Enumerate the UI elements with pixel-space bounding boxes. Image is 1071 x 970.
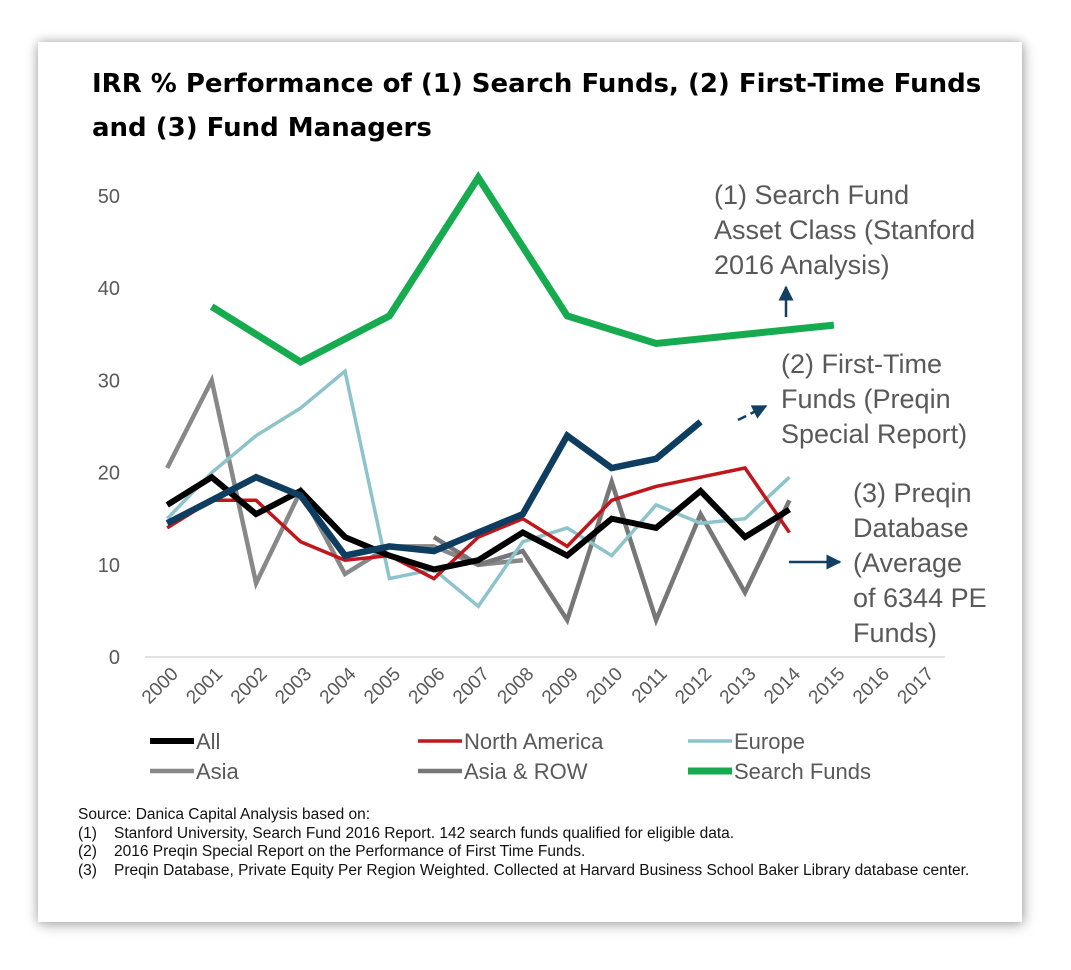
source-note-3: (3) Preqin Database, Private Equity Per …: [78, 862, 1008, 881]
x-tick-label: 2011: [628, 664, 672, 708]
annotation-preqin-line: (3) Preqin: [853, 478, 972, 508]
legend-label-all: All: [196, 729, 220, 754]
series-line-first-time-funds: [165, 419, 703, 560]
x-tick-label: 2000: [138, 664, 183, 709]
annotation-arrow-firsttime: [737, 404, 768, 422]
chart-title: IRR % Performance of (1) Search Funds, (…: [92, 62, 992, 150]
x-tick-label: 2010: [582, 664, 627, 709]
annotation-firsttime-line: Special Report): [781, 419, 967, 449]
y-tick-label: 20: [98, 463, 120, 485]
legend-label-asia: Asia: [196, 759, 240, 784]
annotation-preqin-line: of 6344 PE: [853, 583, 987, 613]
source-note-text: Preqin Database, Private Equity Per Regi…: [114, 861, 970, 879]
y-tick-label: 50: [98, 186, 120, 208]
series-line-europe: [165, 368, 791, 609]
x-tick-label: 2016: [849, 664, 894, 709]
x-tick-label: 2017: [894, 664, 939, 709]
legend-label-search-funds: Search Funds: [734, 759, 871, 784]
annotation-search-line: (1) Search Fund: [714, 180, 909, 210]
chart-title-line-1: IRR % Performance of (1) Search Funds, (…: [92, 69, 982, 99]
x-tick-label: 2003: [271, 664, 316, 709]
x-tick-label: 2001: [182, 664, 227, 709]
x-tick-label: 2005: [360, 664, 405, 709]
chart-annotations: (1) Search Fund Asset Class (Stanford 2016…: [714, 180, 987, 648]
legend-label-north-america: North America: [464, 729, 604, 754]
x-tick-label: 2013: [716, 664, 761, 709]
series-line-asia: [165, 373, 524, 591]
source-note-2: (2) 2016 Preqin Special Report on the Pe…: [78, 843, 1008, 862]
y-tick-label: 40: [98, 278, 120, 300]
chart-legend: All North America Europe Asia Asia & ROW Sear…: [150, 729, 871, 784]
source-note-1: (1) Stanford University, Search Fund 201…: [78, 825, 1008, 844]
series-line-all: [165, 473, 791, 573]
annotation-preqin-line: Funds): [853, 618, 937, 648]
series-line-asia-row: [432, 474, 792, 627]
source-heading: Source: Danica Capital Analysis based on…: [78, 806, 371, 823]
x-tick-label: 2008: [494, 664, 539, 709]
x-tick-label: 2015: [805, 664, 850, 709]
source-note-number: (2): [78, 843, 97, 860]
chart-series: [165, 171, 835, 627]
y-tick-label: 0: [109, 647, 120, 669]
series-line-north-america: [166, 466, 791, 581]
legend-label-asia-row: Asia & ROW: [464, 759, 588, 784]
source-note-text: Stanford University, Search Fund 2016 Re…: [114, 824, 735, 842]
x-tick-label: 2006: [405, 664, 450, 709]
x-tick-label: 2012: [671, 664, 716, 709]
annotation-preqin-line: (Average: [853, 548, 962, 578]
source-note-text: 2016 Preqin Special Report on the Perfor…: [114, 843, 586, 860]
legend-label-europe: Europe: [734, 729, 805, 754]
series-line-search-funds: [209, 171, 835, 367]
source-note-number: (1): [78, 824, 97, 842]
annotation-firsttime-line: (2) First-Time: [781, 349, 942, 379]
annotation-search-line: 2016 Analysis): [714, 250, 890, 280]
x-tick-label: 2002: [227, 664, 272, 709]
x-tick-label: 2007: [449, 664, 494, 709]
annotation-search-line: Asset Class (Stanford: [714, 215, 975, 245]
y-tick-label: 10: [98, 555, 120, 577]
chart-title-line-2: and (3) Fund Managers: [92, 113, 432, 143]
source-note-number: (3): [78, 861, 97, 879]
annotation-preqin-line: Database: [853, 513, 969, 543]
x-tick-label: 2014: [760, 663, 805, 708]
annotation-firsttime-line: Funds (Preqin: [781, 384, 951, 414]
y-tick-label: 30: [98, 370, 120, 392]
x-tick-label: 2009: [538, 664, 583, 709]
source-notes: Source: Danica Capital Analysis based on…: [78, 806, 1008, 880]
x-tick-label: 2004: [316, 663, 361, 708]
